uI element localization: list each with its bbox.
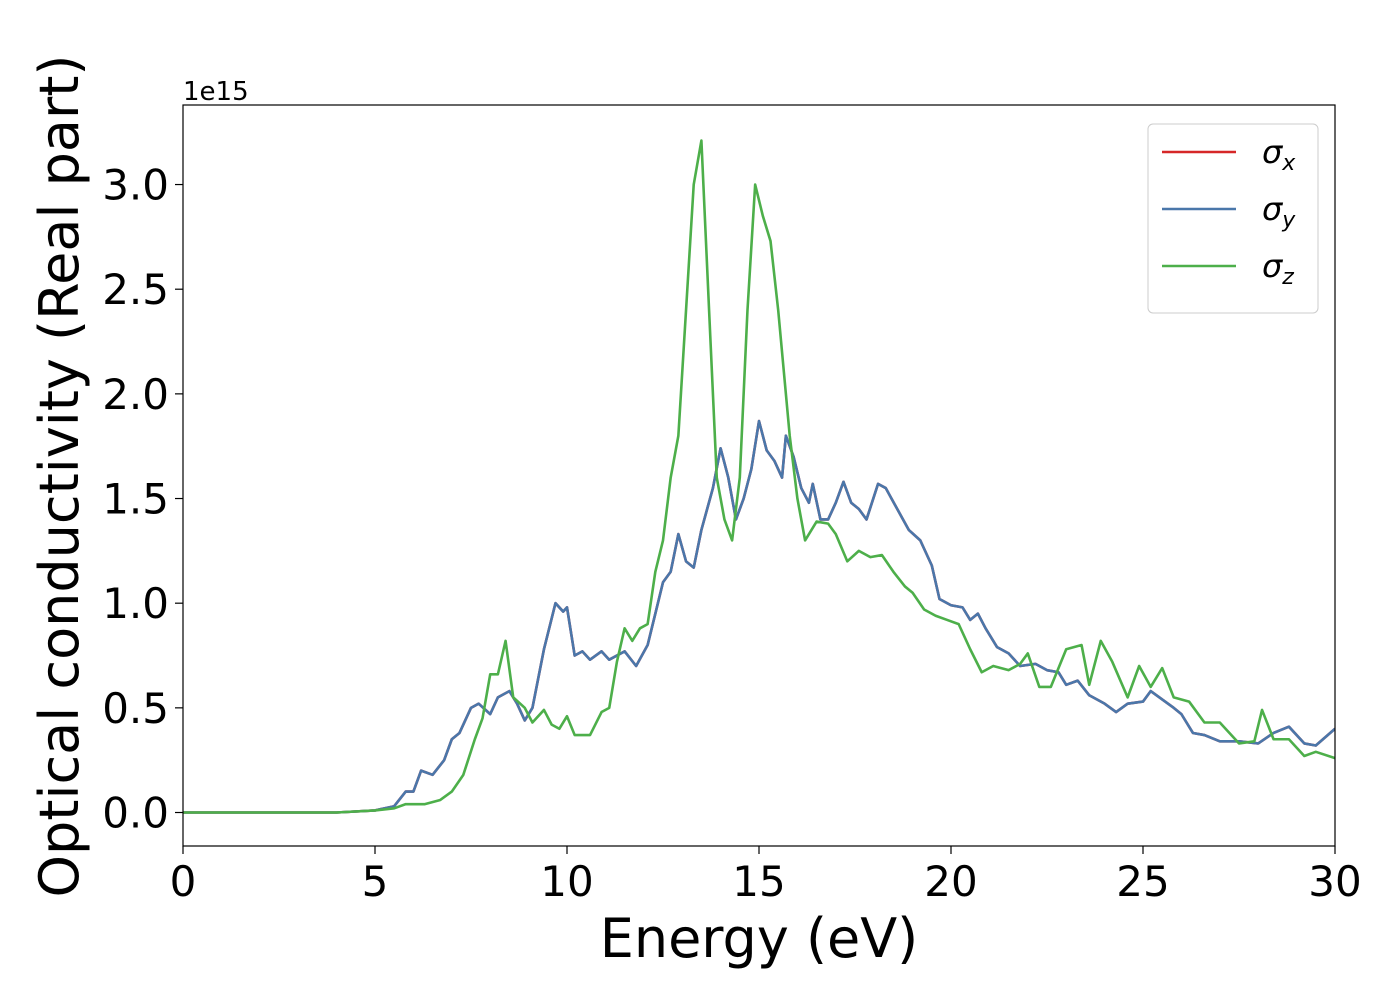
x-tick-label: 15 bbox=[732, 857, 785, 906]
x-tick-label: 0 bbox=[170, 857, 197, 906]
legend-label: σy bbox=[1262, 190, 1296, 233]
y-tick-label: 3.0 bbox=[102, 161, 169, 210]
y-tick-label: 0.0 bbox=[102, 789, 169, 838]
x-tick-label: 5 bbox=[362, 857, 389, 906]
x-axis-label: Energy (eV) bbox=[600, 907, 919, 970]
y-tick-label: 1.0 bbox=[102, 579, 169, 628]
legend-label: σx bbox=[1262, 133, 1296, 176]
y-tick-label: 1.5 bbox=[102, 475, 169, 524]
x-tick-label: 30 bbox=[1308, 857, 1361, 906]
x-tick-label: 20 bbox=[924, 857, 977, 906]
y-tick-label: 2.0 bbox=[102, 370, 169, 419]
y-tick-label: 0.5 bbox=[102, 684, 169, 733]
x-tick-label: 10 bbox=[540, 857, 593, 906]
y-offset-label: 1e15 bbox=[183, 77, 249, 107]
y-tick-label: 2.5 bbox=[102, 265, 169, 314]
legend-label: σz bbox=[1262, 247, 1294, 290]
plot-frame bbox=[182, 104, 1336, 847]
x-tick-label: 25 bbox=[1116, 857, 1169, 906]
data-line bbox=[183, 139, 1335, 814]
y-axis-label: Optical conductivity (Real part) bbox=[28, 55, 91, 898]
